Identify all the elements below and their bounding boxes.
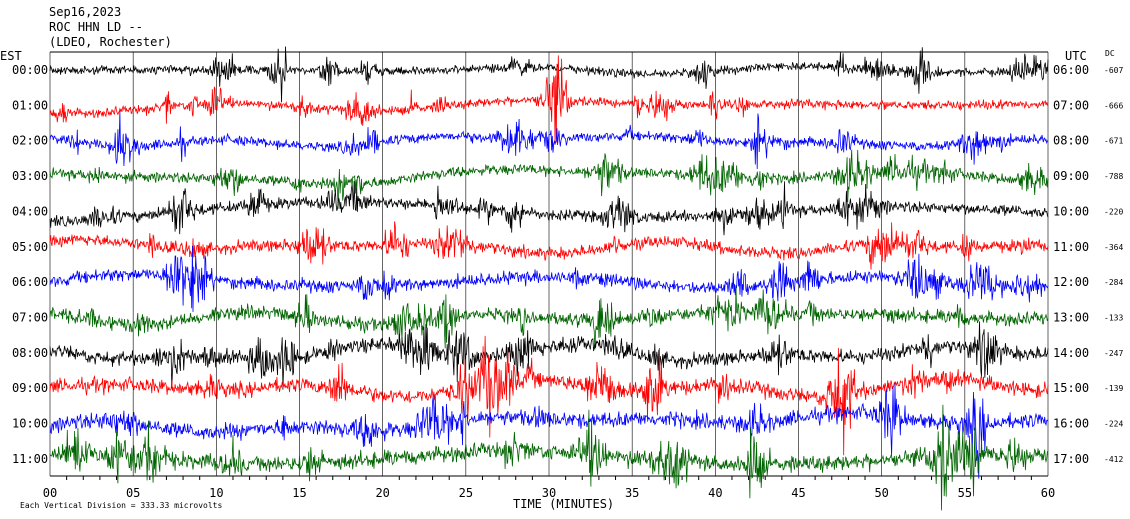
x-tick-label: 20 bbox=[375, 486, 389, 500]
dc-offset-label: -220 bbox=[1104, 207, 1123, 216]
trace-line-0500 bbox=[49, 221, 1049, 270]
utc-label: 14:00 bbox=[1053, 346, 1089, 360]
est-label: 05:00 bbox=[12, 240, 48, 254]
trace-line-1100 bbox=[49, 404, 1049, 511]
est-label: 04:00 bbox=[12, 204, 48, 218]
dc-offset-label: -284 bbox=[1104, 278, 1123, 287]
left-axis-title: EST bbox=[0, 49, 22, 63]
est-label: 06:00 bbox=[12, 275, 48, 289]
trace-line-0900 bbox=[49, 335, 1049, 456]
dc-offset-label: -139 bbox=[1104, 384, 1123, 393]
utc-label: 08:00 bbox=[1053, 134, 1089, 148]
trace-line-0600 bbox=[49, 245, 1049, 312]
x-axis-label: TIME (MINUTES) bbox=[513, 497, 615, 511]
x-tick-label: 30 bbox=[542, 486, 556, 500]
dc-offset-label: -788 bbox=[1104, 172, 1123, 181]
est-label: 08:00 bbox=[12, 346, 48, 360]
utc-label: 11:00 bbox=[1053, 240, 1089, 254]
x-tick-label: 50 bbox=[874, 486, 888, 500]
utc-label: 15:00 bbox=[1053, 381, 1089, 395]
utc-label: 17:00 bbox=[1053, 452, 1089, 466]
x-tick-label: 35 bbox=[625, 486, 639, 500]
x-tick-label: 25 bbox=[459, 486, 473, 500]
trace-line-0700 bbox=[49, 285, 1049, 350]
header-location: (LDEO, Rochester) bbox=[49, 35, 172, 49]
dc-offset-label: -224 bbox=[1104, 420, 1123, 429]
trace-line-0800 bbox=[49, 321, 1049, 390]
est-label: 10:00 bbox=[12, 417, 48, 431]
dc-offset-label: -133 bbox=[1104, 313, 1123, 322]
utc-label: 06:00 bbox=[1053, 63, 1089, 77]
dc-offset-label: -364 bbox=[1104, 243, 1123, 252]
dc-offset-label: -671 bbox=[1104, 137, 1123, 146]
utc-label: 13:00 bbox=[1053, 310, 1089, 324]
utc-label: 16:00 bbox=[1053, 417, 1089, 431]
x-tick-label: 55 bbox=[958, 486, 972, 500]
trace-line-0200 bbox=[49, 111, 1049, 170]
utc-label: 12:00 bbox=[1053, 275, 1089, 289]
utc-label: 09:00 bbox=[1053, 169, 1089, 183]
est-label: 01:00 bbox=[12, 98, 48, 112]
footnote: Each Vertical Division = 333.33 microvol… bbox=[20, 501, 223, 510]
dc-title: DC bbox=[1105, 49, 1115, 58]
utc-label: 10:00 bbox=[1053, 204, 1089, 218]
x-tick-label: 45 bbox=[791, 486, 805, 500]
trace-line-0100 bbox=[49, 55, 1049, 145]
x-tick-label: 60 bbox=[1041, 486, 1055, 500]
est-label: 07:00 bbox=[12, 310, 48, 324]
est-label: 09:00 bbox=[12, 381, 48, 395]
header-station: ROC HHN LD -- bbox=[49, 20, 143, 34]
trace-line-0000 bbox=[49, 46, 1049, 103]
dc-offset-label: -666 bbox=[1104, 101, 1123, 110]
trace-line-0400 bbox=[49, 181, 1049, 236]
x-tick-label: 10 bbox=[209, 486, 223, 500]
header-date: Sep16,2023 bbox=[49, 5, 122, 19]
x-tick-label: 05 bbox=[126, 486, 140, 500]
est-label: 00:00 bbox=[12, 63, 48, 77]
right-axis-title: UTC bbox=[1065, 49, 1087, 63]
est-label: 11:00 bbox=[12, 452, 48, 466]
x-tick-label: 15 bbox=[292, 486, 306, 500]
x-tick-label: 00 bbox=[43, 486, 57, 500]
trace-line-1000 bbox=[49, 383, 1049, 479]
est-label: 03:00 bbox=[12, 169, 48, 183]
x-tick-label: 40 bbox=[708, 486, 722, 500]
dc-offset-label: -412 bbox=[1104, 455, 1123, 464]
utc-label: 07:00 bbox=[1053, 98, 1089, 112]
dc-offset-label: -247 bbox=[1104, 349, 1123, 358]
dc-offset-label: -607 bbox=[1104, 66, 1123, 75]
trace-line-0300 bbox=[49, 149, 1049, 209]
est-label: 02:00 bbox=[12, 134, 48, 148]
